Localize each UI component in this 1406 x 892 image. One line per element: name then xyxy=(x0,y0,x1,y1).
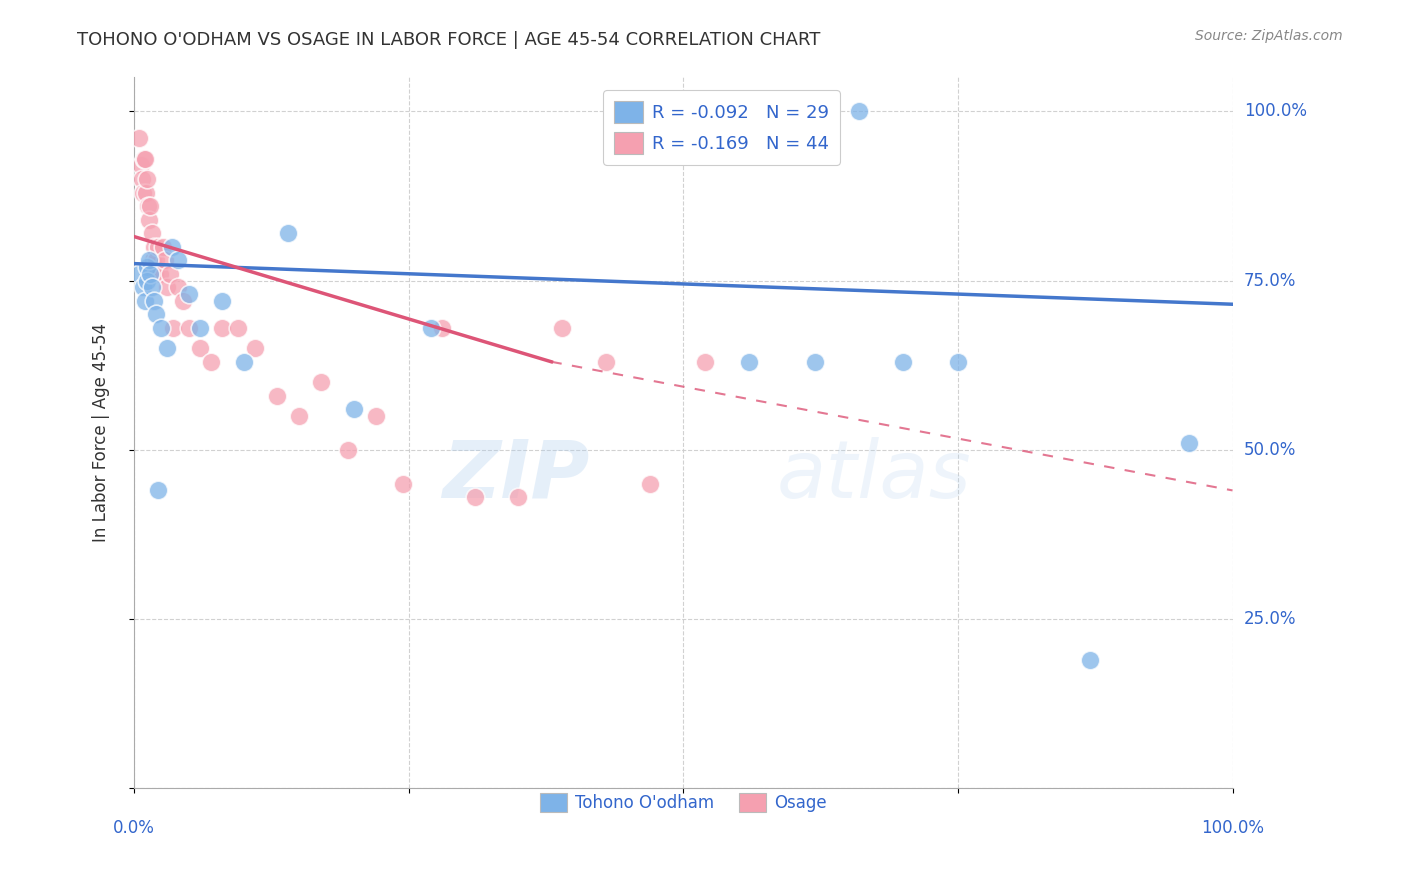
Point xyxy=(136,274,159,288)
Point xyxy=(152,240,174,254)
Point xyxy=(430,321,453,335)
Point xyxy=(156,280,179,294)
Point xyxy=(141,280,163,294)
Point xyxy=(211,293,233,308)
Point xyxy=(156,341,179,355)
Point xyxy=(188,341,211,355)
Point xyxy=(188,321,211,335)
Point xyxy=(419,321,441,335)
Point xyxy=(150,321,173,335)
Point xyxy=(463,490,485,504)
Point xyxy=(167,280,190,294)
Point xyxy=(162,240,184,254)
Text: 25.0%: 25.0% xyxy=(1244,610,1296,628)
Point xyxy=(153,253,176,268)
Point xyxy=(142,293,165,308)
Text: Source: ZipAtlas.com: Source: ZipAtlas.com xyxy=(1195,29,1343,43)
Point xyxy=(142,240,165,254)
Text: TOHONO O'ODHAM VS OSAGE IN LABOR FORCE | AGE 45-54 CORRELATION CHART: TOHONO O'ODHAM VS OSAGE IN LABOR FORCE |… xyxy=(77,31,821,49)
Text: atlas: atlas xyxy=(776,436,972,515)
Point xyxy=(135,186,157,200)
Point xyxy=(159,267,181,281)
Point xyxy=(172,293,194,308)
Point xyxy=(243,341,266,355)
Point xyxy=(145,253,167,268)
Point xyxy=(738,355,761,369)
Point xyxy=(891,355,914,369)
Point xyxy=(177,287,200,301)
Point xyxy=(309,375,332,389)
Point xyxy=(695,355,717,369)
Point xyxy=(1177,436,1199,450)
Point xyxy=(162,321,184,335)
Point xyxy=(343,402,366,417)
Point xyxy=(132,186,155,200)
Text: ZIP: ZIP xyxy=(443,436,591,515)
Point xyxy=(287,409,309,423)
Point xyxy=(145,307,167,321)
Point xyxy=(211,321,233,335)
Point xyxy=(131,172,153,186)
Point xyxy=(167,253,190,268)
Point xyxy=(595,355,617,369)
Point xyxy=(146,240,169,254)
Text: 100.0%: 100.0% xyxy=(1244,103,1306,120)
Point xyxy=(128,267,150,281)
Point xyxy=(136,260,159,274)
Text: 100.0%: 100.0% xyxy=(1201,819,1264,837)
Point xyxy=(177,321,200,335)
Point xyxy=(138,212,160,227)
Point xyxy=(946,355,969,369)
Point xyxy=(508,490,530,504)
Point xyxy=(149,267,172,281)
Point xyxy=(143,267,166,281)
Point xyxy=(142,253,165,268)
Point xyxy=(132,152,155,166)
Point xyxy=(132,280,155,294)
Point xyxy=(128,131,150,145)
Point xyxy=(139,199,162,213)
Point xyxy=(848,104,870,119)
Point xyxy=(364,409,387,423)
Point xyxy=(232,355,254,369)
Point xyxy=(392,476,415,491)
Point xyxy=(134,152,156,166)
Point xyxy=(139,267,162,281)
Point xyxy=(337,442,360,457)
Legend: Tohono O'odham, Osage: Tohono O'odham, Osage xyxy=(533,787,834,819)
Point xyxy=(136,199,159,213)
Text: 50.0%: 50.0% xyxy=(1244,441,1296,458)
Point xyxy=(141,226,163,240)
Point xyxy=(1078,653,1101,667)
Point xyxy=(146,483,169,498)
Point xyxy=(551,321,574,335)
Text: 75.0%: 75.0% xyxy=(1244,271,1296,290)
Point xyxy=(134,293,156,308)
Point xyxy=(226,321,249,335)
Y-axis label: In Labor Force | Age 45-54: In Labor Force | Age 45-54 xyxy=(93,324,110,542)
Point xyxy=(266,389,288,403)
Point xyxy=(804,355,827,369)
Point xyxy=(277,226,299,240)
Point xyxy=(200,355,222,369)
Point xyxy=(138,253,160,268)
Text: 0.0%: 0.0% xyxy=(112,819,155,837)
Point xyxy=(129,158,152,172)
Point xyxy=(640,476,662,491)
Point xyxy=(136,172,159,186)
